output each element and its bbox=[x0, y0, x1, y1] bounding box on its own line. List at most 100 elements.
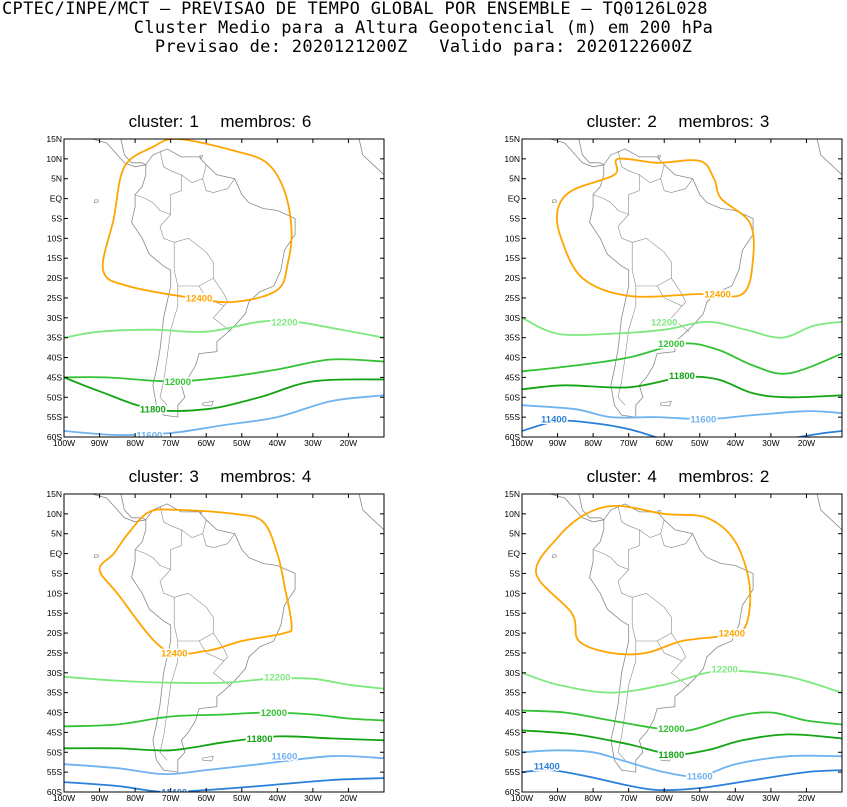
lat-tick-label: 50S bbox=[505, 392, 520, 402]
contour-label-12000: 12000 bbox=[165, 377, 191, 388]
country-border bbox=[198, 277, 228, 307]
header: CPTEC/INPE/MCT – PREVISAO DE TEMPO GLOBA… bbox=[0, 0, 847, 57]
lon-tick-label: 30W bbox=[304, 793, 321, 803]
lat-tick-label: 5N bbox=[51, 174, 62, 184]
contour-label-12200: 12200 bbox=[271, 317, 297, 328]
map-plot: 12400 12200 12000 11800 11600 11400 15N 10N 5N EQ… bbox=[504, 125, 843, 448]
lat-tick-label: 40S bbox=[47, 353, 62, 363]
contour-label-12000: 12000 bbox=[658, 724, 684, 735]
lat-tick-label: EQ bbox=[508, 194, 521, 204]
contour-12200 bbox=[64, 319, 384, 339]
valid-for-value: 2020122600Z bbox=[576, 37, 693, 57]
lat-tick-label: 20S bbox=[47, 628, 62, 638]
country-border bbox=[631, 592, 672, 642]
country-border bbox=[202, 178, 235, 193]
lon-tick-label: 30W bbox=[762, 793, 779, 803]
lat-tick-label: 5N bbox=[509, 174, 520, 184]
contour-12200 bbox=[64, 675, 384, 690]
contour-11800 bbox=[522, 375, 842, 399]
members-label: membros: bbox=[220, 467, 296, 486]
country-border bbox=[173, 237, 214, 287]
cluster-label: cluster: bbox=[586, 112, 642, 131]
country-border bbox=[660, 533, 693, 548]
contour-11800 bbox=[64, 376, 384, 412]
header-line-2: Cluster Medio para a Altura Geopotencial… bbox=[133, 18, 714, 38]
lat-tick-label: 55S bbox=[47, 412, 62, 422]
lat-tick-label: 30S bbox=[47, 668, 62, 678]
contour-12400 bbox=[555, 157, 755, 298]
contour-label-11400: 11400 bbox=[534, 762, 560, 773]
map-layer: 12400 12200 12000 11800 11600 11400 bbox=[522, 125, 842, 437]
cluster-number: 4 bbox=[647, 467, 657, 486]
lon-tick-label: 60W bbox=[655, 793, 672, 803]
country-border bbox=[159, 286, 179, 406]
contour-11800 bbox=[64, 735, 384, 752]
coastline-island bbox=[202, 400, 214, 407]
contour-label-11400: 11400 bbox=[541, 415, 567, 426]
lat-tick-label: 15N bbox=[46, 489, 62, 499]
country-border bbox=[660, 178, 693, 193]
coastline-island bbox=[181, 480, 186, 482]
lat-tick-label: 15S bbox=[505, 608, 520, 618]
lat-tick-label: 35S bbox=[47, 688, 62, 698]
contour-11600 bbox=[522, 749, 842, 778]
lat-tick-label: 10N bbox=[504, 154, 520, 164]
lon-tick-label: 80W bbox=[126, 438, 143, 448]
panel-cluster-1: cluster: 1 membros: 6 12400 12200 12000 11800… bbox=[30, 112, 410, 452]
lat-tick-label: 15S bbox=[505, 253, 520, 263]
coastline-island bbox=[660, 755, 672, 762]
members-count: 6 bbox=[301, 112, 312, 131]
lon-tick-label: 50W bbox=[691, 438, 708, 448]
coastline-central-america bbox=[549, 494, 605, 523]
lat-tick-label: 35S bbox=[505, 688, 520, 698]
coastline-south-america bbox=[131, 503, 296, 773]
coastline-central-america bbox=[549, 139, 605, 168]
contour-11800 bbox=[522, 729, 842, 756]
coastline-island bbox=[600, 480, 607, 483]
country-border bbox=[639, 519, 665, 539]
lon-tick-label: 60W bbox=[197, 438, 214, 448]
lon-tick-label: 100W bbox=[53, 793, 75, 803]
coastline-island bbox=[142, 480, 149, 483]
coastline-africa bbox=[358, 494, 384, 534]
country-border bbox=[670, 660, 690, 687]
panel-title: cluster: 2 membros: 3 bbox=[488, 112, 847, 132]
contour-11600 bbox=[64, 394, 384, 436]
lat-tick-label: 60S bbox=[47, 432, 62, 442]
country-border bbox=[202, 533, 235, 548]
lat-tick-label: 5S bbox=[52, 568, 63, 578]
cluster-number: 2 bbox=[647, 112, 657, 131]
country-border bbox=[159, 150, 182, 215]
lat-tick-label: 10N bbox=[46, 509, 62, 519]
country-border bbox=[134, 194, 175, 271]
country-border bbox=[592, 549, 633, 626]
lat-tick-label: 5S bbox=[52, 213, 63, 223]
contour-label-12200: 12200 bbox=[651, 317, 677, 328]
country-border bbox=[159, 641, 179, 761]
contour-label-11600: 11600 bbox=[687, 772, 713, 783]
members-count: 4 bbox=[301, 467, 312, 486]
forecast-from-label: Previsao de: bbox=[154, 37, 282, 57]
lat-tick-label: 15N bbox=[504, 489, 520, 499]
contour-12000 bbox=[64, 358, 384, 383]
lat-tick-label: 60S bbox=[505, 432, 520, 442]
coastline-island bbox=[93, 554, 99, 559]
cluster-label: cluster: bbox=[586, 467, 642, 486]
lon-tick-label: 90W bbox=[91, 438, 108, 448]
country-border bbox=[181, 164, 207, 184]
contour-11600 bbox=[64, 755, 384, 776]
lon-tick-label: 40W bbox=[727, 793, 744, 803]
lon-tick-label: 50W bbox=[233, 438, 250, 448]
lat-tick-label: 40S bbox=[47, 708, 62, 718]
country-border bbox=[670, 305, 690, 332]
coastline-island bbox=[657, 155, 662, 160]
members-label: membros: bbox=[678, 467, 754, 486]
coastline-island bbox=[639, 125, 644, 127]
lon-tick-label: 50W bbox=[691, 793, 708, 803]
lon-tick-label: 40W bbox=[727, 438, 744, 448]
lat-tick-label: 15N bbox=[46, 134, 62, 144]
contour-label-12400: 12400 bbox=[704, 289, 730, 300]
lon-tick-label: 100W bbox=[53, 438, 75, 448]
coastline-central-america bbox=[91, 139, 147, 168]
contour-12400 bbox=[98, 508, 293, 656]
